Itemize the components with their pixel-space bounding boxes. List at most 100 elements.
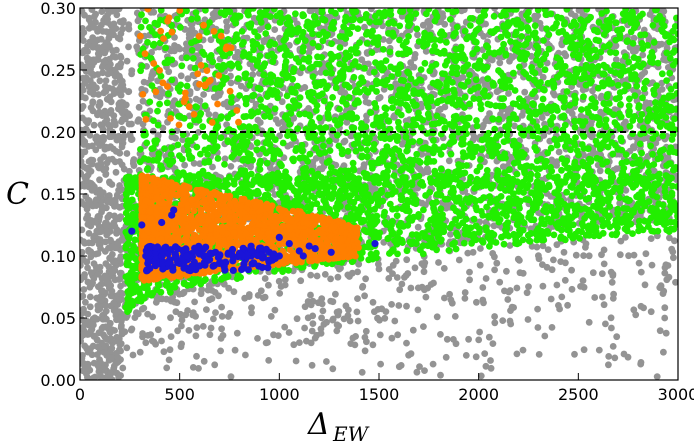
gray-point <box>177 72 185 80</box>
gray-point <box>125 120 133 128</box>
green-point <box>344 147 352 155</box>
green-point <box>663 77 670 84</box>
gray-point <box>94 71 102 78</box>
green-point <box>484 75 492 82</box>
green-point <box>644 114 652 122</box>
gray-point <box>83 205 91 213</box>
gray-point <box>462 352 470 359</box>
gray-point <box>114 240 122 248</box>
gray-point <box>104 18 111 26</box>
green-point <box>168 76 176 84</box>
green-point <box>595 19 603 26</box>
gray-point <box>80 169 84 177</box>
gray-point <box>611 354 619 362</box>
gray-point <box>414 223 422 231</box>
gray-point <box>88 8 96 13</box>
green-point <box>345 94 353 101</box>
green-point <box>162 44 170 52</box>
green-point <box>299 64 306 72</box>
gray-point <box>218 325 226 333</box>
green-point <box>612 19 619 26</box>
green-point <box>294 82 301 90</box>
green-point <box>578 75 585 83</box>
gray-point <box>91 39 99 46</box>
green-point <box>390 172 398 180</box>
gray-point <box>182 46 190 53</box>
gray-point <box>388 301 395 308</box>
green-point <box>626 122 634 130</box>
green-point <box>281 113 289 121</box>
green-point <box>461 27 469 35</box>
gray-point <box>107 98 115 106</box>
gray-point <box>242 351 249 359</box>
green-point <box>516 103 524 110</box>
gray-point <box>80 93 86 101</box>
gray-point <box>92 146 100 154</box>
gray-point <box>125 88 133 95</box>
gray-point <box>598 92 605 100</box>
gray-point <box>123 344 131 352</box>
gray-point <box>354 295 361 302</box>
gray-point <box>254 335 261 342</box>
gray-point <box>637 268 645 276</box>
gray-point <box>550 256 557 264</box>
gray-point <box>346 317 354 325</box>
gray-point <box>499 317 507 324</box>
gray-point <box>307 301 315 309</box>
gray-point <box>414 306 422 314</box>
gray-point <box>135 103 143 111</box>
gray-point <box>398 280 406 288</box>
green-point <box>536 165 544 173</box>
gray-point <box>555 302 562 309</box>
gray-point <box>84 320 92 328</box>
gray-point <box>648 261 656 269</box>
gray-point <box>82 364 90 372</box>
gray-point <box>271 306 279 314</box>
gray-point <box>221 155 229 163</box>
green-point <box>257 96 264 103</box>
gray-point <box>80 238 88 246</box>
gray-point <box>206 296 213 304</box>
green-point <box>500 40 507 48</box>
gray-point <box>496 59 504 67</box>
gray-point <box>451 313 459 320</box>
gray-point <box>210 93 218 101</box>
gray-point <box>163 364 171 372</box>
green-point <box>379 46 387 53</box>
gray-point <box>595 346 603 354</box>
gray-point <box>418 151 426 158</box>
green-point <box>483 42 490 50</box>
green-point <box>310 13 318 20</box>
gray-point <box>481 350 489 357</box>
gray-point <box>548 324 556 331</box>
gray-point <box>476 261 484 269</box>
gray-point <box>86 293 94 301</box>
green-point <box>497 69 505 76</box>
green-point <box>320 97 328 105</box>
gray-point <box>496 278 504 286</box>
gray-point <box>403 256 411 264</box>
green-point <box>572 134 579 142</box>
gray-point <box>466 268 473 276</box>
gray-point <box>174 43 182 51</box>
gray-point <box>193 352 200 360</box>
gray-point <box>589 131 596 139</box>
gray-point <box>450 336 457 343</box>
green-point <box>352 147 360 155</box>
gray-point <box>461 295 469 302</box>
gray-point <box>656 327 664 335</box>
gray-point <box>516 269 524 277</box>
gray-point <box>403 302 410 310</box>
gray-point <box>519 346 527 354</box>
gray-point <box>596 167 604 175</box>
gray-point <box>329 365 337 373</box>
gray-point <box>513 284 521 292</box>
gray-point <box>491 266 498 274</box>
gray-point <box>437 331 444 338</box>
gray-point <box>115 337 123 345</box>
gray-point <box>113 46 120 54</box>
gray-point <box>117 54 125 61</box>
green-point <box>554 13 561 21</box>
gray-point <box>470 133 478 141</box>
gray-point <box>413 368 421 376</box>
